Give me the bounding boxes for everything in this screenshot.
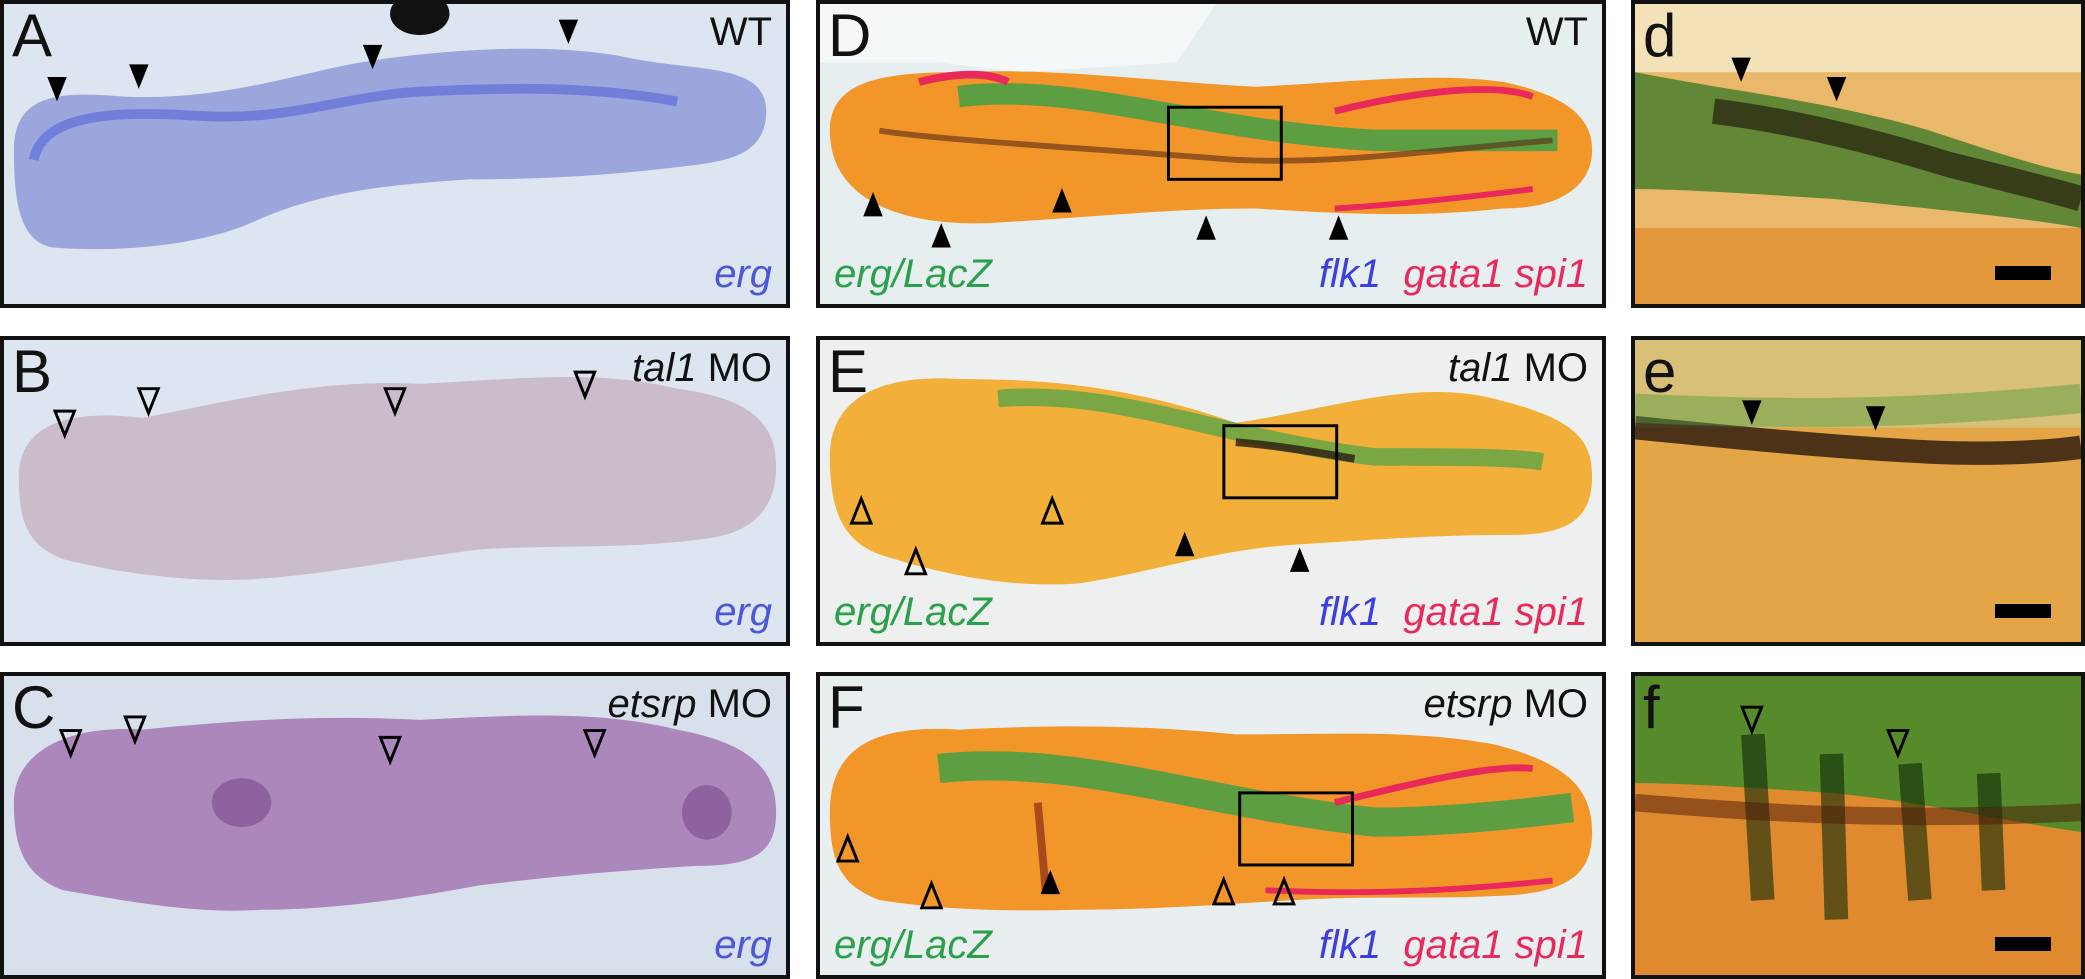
gene-label: erg bbox=[714, 923, 772, 967]
embryo-image-d bbox=[820, 4, 1602, 304]
zoom-image-f bbox=[1635, 676, 2081, 975]
panel-c: C etsrp MO erg bbox=[0, 672, 790, 979]
condition-label: etsrp MO bbox=[607, 682, 772, 726]
legend-markers: flk1 gata1 spi1 bbox=[1318, 252, 1588, 296]
panel-f-zoom: f bbox=[1631, 672, 2085, 979]
panel-letter: F bbox=[828, 674, 865, 741]
panel-letter: D bbox=[828, 2, 872, 69]
panel-letter: C bbox=[12, 674, 56, 741]
panel-letter: f bbox=[1643, 674, 1660, 741]
panel-e-zoom: e bbox=[1631, 336, 2085, 646]
panel-letter: d bbox=[1643, 2, 1677, 69]
condition-label: etsrp MO bbox=[1423, 682, 1588, 726]
scale-bar bbox=[1995, 604, 2051, 618]
embryo-image-e bbox=[820, 340, 1602, 642]
legend-erg-lacz: erg/LacZ bbox=[834, 590, 992, 634]
legend-erg-lacz: erg/LacZ bbox=[834, 252, 992, 296]
scale-bar bbox=[1995, 937, 2051, 951]
panel-letter: B bbox=[12, 338, 53, 405]
panel-e-upper: E tal1 MO erg/LacZ flk1 gata1 spi1 bbox=[816, 336, 1606, 646]
legend-erg-lacz: erg/LacZ bbox=[834, 923, 992, 967]
embryo-image-f bbox=[820, 676, 1602, 975]
panel-b: B tal1 MO erg bbox=[0, 336, 790, 646]
zoom-image-e bbox=[1635, 340, 2081, 642]
panel-letter: e bbox=[1643, 338, 1677, 405]
condition-label: tal1 MO bbox=[631, 346, 772, 390]
embryo-image-a bbox=[4, 4, 786, 304]
panel-f-upper: F etsrp MO erg/LacZ flk1 gata1 spi1 bbox=[816, 672, 1606, 979]
zoom-image-d bbox=[1635, 4, 2081, 304]
condition-label: WT bbox=[709, 10, 772, 54]
panel-d-zoom: d bbox=[1631, 0, 2085, 308]
gene-label: erg bbox=[714, 252, 772, 296]
condition-label: tal1 MO bbox=[1447, 346, 1588, 390]
panel-letter: E bbox=[828, 338, 869, 405]
legend-markers: flk1 gata1 spi1 bbox=[1318, 590, 1588, 634]
panel-d-upper: D WT erg/LacZ flk1 gata1 spi1 bbox=[816, 0, 1606, 308]
legend-markers: flk1 gata1 spi1 bbox=[1318, 923, 1588, 967]
panel-letter: A bbox=[12, 2, 53, 69]
gene-label: erg bbox=[714, 590, 772, 634]
scale-bar bbox=[1995, 266, 2051, 280]
condition-label: WT bbox=[1525, 10, 1588, 54]
panel-a: A WT erg bbox=[0, 0, 790, 308]
